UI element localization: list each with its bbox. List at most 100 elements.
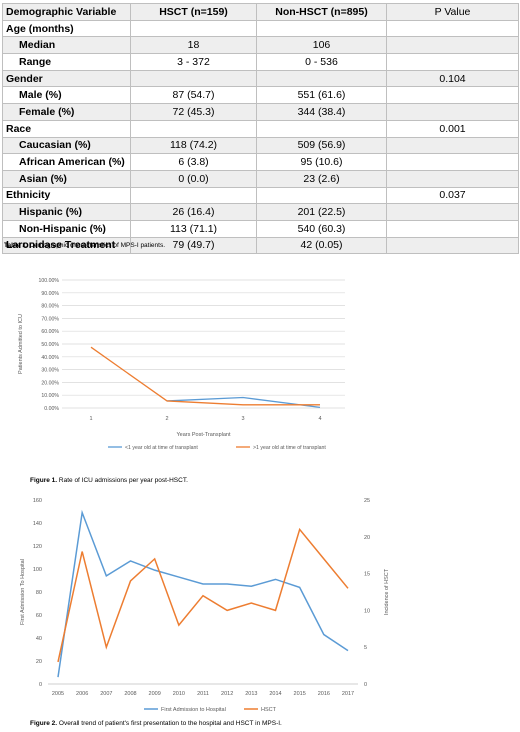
series-line-1 (90, 346, 320, 406)
legend-label: HSCT (261, 707, 277, 713)
table-row: Asian (%) 0 (0.0) 23 (2.6) (2, 169, 519, 188)
non-hsct-cell: 344 (38.4) (256, 103, 387, 121)
non-hsct-cell (256, 186, 387, 205)
p-value-cell (386, 19, 519, 38)
row-label: Non-Hispanic (%) (2, 219, 131, 238)
y-tick-label: 70.00% (41, 316, 59, 322)
figure2-caption: Figure 2. Overall trend of patient's fir… (30, 720, 282, 727)
series-line-0 (166, 396, 321, 409)
x-tick-label: 2015 (294, 691, 306, 697)
non-hsct-cell: 201 (22.5) (256, 203, 387, 221)
y2-tick-label: 10 (364, 608, 370, 614)
demographics-table-body: Demographic Variable HSCT (n=159) Non-HS… (2, 3, 519, 255)
x-tick-label: 2007 (100, 691, 112, 697)
non-hsct-cell: 95 (10.6) (256, 153, 387, 171)
hsct-cell (130, 186, 257, 205)
hsct-cell: 72 (45.3) (130, 103, 257, 121)
p-value-cell (386, 169, 519, 188)
demographics-table: Demographic Variable HSCT (n=159) Non-HS… (2, 3, 519, 255)
y-tick-label: 0.00% (44, 406, 59, 412)
non-hsct-cell: 0 - 536 (256, 53, 387, 71)
table-row: Age (months) (2, 19, 519, 38)
x-axis-label: Years Post-Transplant (176, 432, 230, 438)
hsct-cell: 18 (130, 36, 257, 55)
p-value-cell (386, 219, 519, 238)
hsct-cell: 3 - 372 (130, 53, 257, 71)
row-label: Male (%) (2, 86, 131, 105)
hsct-cell: 0 (0.0) (130, 169, 257, 188)
y-tick-label: 40 (36, 636, 42, 642)
table-header-row: Demographic Variable HSCT (n=159) Non-HS… (2, 3, 519, 21)
table-row: Caucasian (%) 118 (74.2) 509 (56.9) (2, 136, 519, 155)
row-label: African American (%) (2, 153, 131, 171)
header-hsct: HSCT (n=159) (130, 3, 257, 21)
row-label: Hispanic (%) (2, 203, 131, 221)
figure1-icu-chart: 0.00% 10.00% 20.00% 30.00% 40.00% 50.00% 60.00… (18, 278, 345, 451)
header-variable: Demographic Variable (2, 3, 131, 21)
p-value-cell (386, 103, 519, 121)
x-tick-label: 2006 (76, 691, 88, 697)
table-row: Hispanic (%) 26 (16.4) 201 (22.5) (2, 203, 519, 221)
y-tick-label: 80 (36, 590, 42, 596)
p-value-cell: 0.001 (386, 119, 519, 138)
table-row: Gender 0.104 (2, 69, 519, 88)
p-value-cell (386, 53, 519, 71)
row-label: Age (months) (2, 19, 131, 38)
x-tick-label: 2008 (124, 691, 136, 697)
y-tick-label: 40.00% (41, 355, 59, 361)
x-tick-label: 3 (241, 416, 244, 422)
table-row: Male (%) 87 (54.7) 551 (61.6) (2, 86, 519, 105)
non-hsct-cell: 540 (60.3) (256, 219, 387, 238)
hsct-cell (130, 19, 257, 38)
hsct-cell: 87 (54.7) (130, 86, 257, 105)
figure1-caption-text: Rate of ICU admissions per year post-HSC… (58, 477, 188, 484)
y2-tick-label: 25 (364, 498, 370, 504)
x-tick-label: 1 (89, 416, 92, 422)
x-tick-label: 2013 (245, 691, 257, 697)
figure2-trend-chart: 0 20 40 60 80 100 120 140 160 0 5 10 15 20 25 2005 2006 2… (20, 498, 390, 713)
y-tick-label: 20 (36, 659, 42, 665)
non-hsct-cell: 551 (61.6) (256, 86, 387, 105)
figure2-caption-text: Overall trend of patient's first present… (58, 720, 282, 727)
y-tick-label: 90.00% (41, 291, 59, 297)
table-row: Ethnicity 0.037 (2, 186, 519, 205)
row-label: Female (%) (2, 103, 131, 121)
series-line-1 (57, 527, 349, 663)
y-tick-label: 80.00% (41, 304, 59, 310)
table-row: African American (%) 6 (3.8) 95 (10.6) (2, 153, 519, 171)
x-tick-label: 2009 (149, 691, 161, 697)
row-label: Race (2, 119, 131, 138)
non-hsct-cell: 23 (2.6) (256, 169, 387, 188)
p-value-cell (386, 86, 519, 105)
table-row: Median 18 106 (2, 36, 519, 55)
p-value-cell (386, 136, 519, 155)
row-label: Range (2, 53, 131, 71)
y-tick-label: 100 (33, 567, 42, 573)
y-tick-label: 0 (39, 682, 42, 688)
p-value-cell (386, 153, 519, 171)
header-p-value: P Value (386, 3, 519, 21)
p-value-cell: 0.104 (386, 69, 519, 88)
figure1-caption: Figure 1. Rate of ICU admissions per yea… (30, 477, 188, 484)
table-row: Range 3 - 372 0 - 536 (2, 53, 519, 71)
legend-label: First Admission to Hospital (161, 707, 226, 713)
y2-axis-label: Incidence of HSCT (384, 568, 390, 615)
y-tick-label: 60 (36, 613, 42, 619)
x-tick-label: 2 (165, 416, 168, 422)
x-tick-label: 2012 (221, 691, 233, 697)
non-hsct-cell: 42 (0.05) (256, 236, 387, 255)
hsct-cell: 118 (74.2) (130, 136, 257, 155)
y-tick-label: 160 (33, 498, 42, 504)
table-caption-text: Demographic characteristics of MPS-I pat… (29, 242, 166, 249)
x-tick-label: 2017 (342, 691, 354, 697)
legend-label: <1 year old at time of transplant (125, 445, 198, 451)
hsct-cell: 6 (3.8) (130, 153, 257, 171)
figure1-caption-label: Figure 1. (30, 477, 58, 484)
row-label: Gender (2, 69, 131, 88)
p-value-cell (386, 236, 519, 255)
non-hsct-cell (256, 69, 387, 88)
hsct-cell (130, 69, 257, 88)
non-hsct-cell (256, 19, 387, 38)
y2-tick-label: 20 (364, 535, 370, 541)
table-row: Laronidase Treatment 79 (49.7) 42 (0.05) (2, 236, 519, 255)
